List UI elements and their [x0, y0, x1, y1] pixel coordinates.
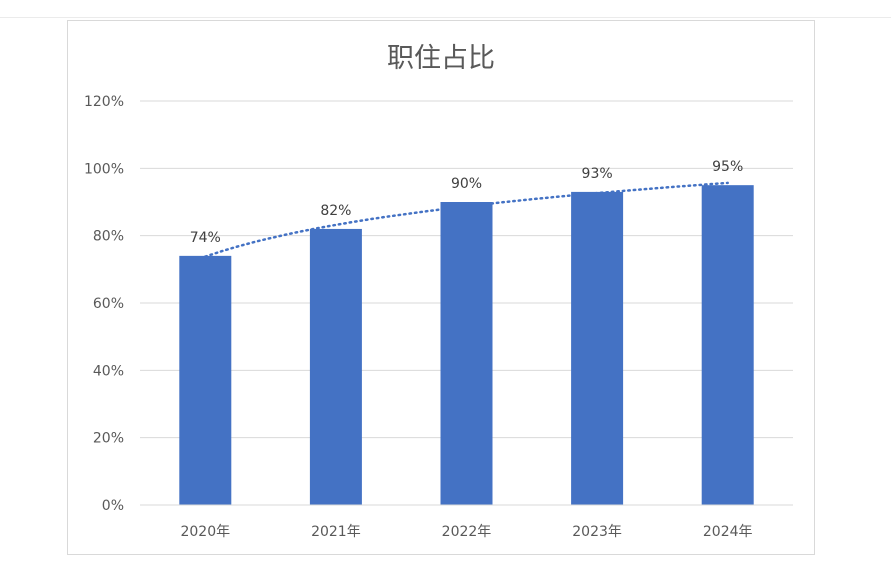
- y-tick-label: 100%: [84, 161, 124, 177]
- bar: [309, 228, 362, 505]
- y-tick-label: 0%: [102, 498, 124, 514]
- bars: [179, 185, 754, 505]
- y-tick-label: 80%: [93, 229, 124, 245]
- bar: [440, 202, 493, 505]
- trendline-path: [204, 181, 729, 258]
- data-label: 74%: [190, 230, 221, 246]
- y-tick-label: 60%: [93, 296, 124, 312]
- x-tick-label: 2023年: [572, 524, 622, 540]
- x-tick-label: 2022年: [442, 524, 492, 540]
- page-top-divider: [0, 17, 891, 18]
- chart-title: 职住占比: [387, 43, 495, 74]
- x-tick-label: 2024年: [703, 524, 753, 540]
- bar: [179, 255, 232, 505]
- bar: [701, 185, 754, 505]
- trendline: [204, 181, 729, 258]
- bar: [571, 191, 624, 505]
- y-tick-label: 40%: [93, 363, 124, 379]
- data-label: 93%: [582, 166, 613, 182]
- x-axis: 2020年 2021年 2022年 2023年 2024年: [140, 504, 793, 540]
- data-label: 82%: [320, 203, 351, 219]
- y-tick-label: 20%: [93, 431, 124, 447]
- data-label: 90%: [451, 176, 482, 192]
- x-tick-label: 2021年: [311, 524, 361, 540]
- data-label: 95%: [712, 159, 743, 175]
- y-axis: 0% 20% 40% 60% 80% 100% 120%: [84, 94, 124, 514]
- x-tick-label: 2020年: [180, 524, 230, 540]
- y-tick-label: 120%: [84, 94, 124, 110]
- data-labels: 74% 82% 90% 93% 95%: [190, 159, 744, 246]
